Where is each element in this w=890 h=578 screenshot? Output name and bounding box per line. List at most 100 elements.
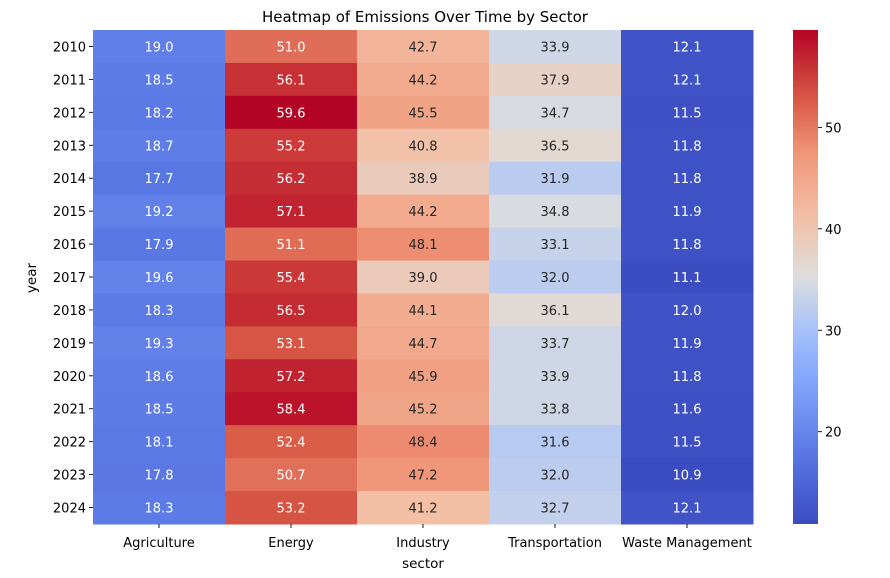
colorbar-gradient (793, 30, 818, 524)
heatmap-cell (489, 161, 622, 196)
cell-value-label: 45.2 (409, 403, 438, 418)
cell-value-label: 52.4 (277, 436, 306, 451)
heatmap-cell (357, 95, 490, 130)
heatmap-cell (489, 491, 622, 525)
heatmap-cells: 19.0 51.0 42.7 33.9 12.1 18.5 56.1 44.2 37.9 12.1… (93, 30, 754, 525)
heatmap-cell (489, 260, 622, 294)
cell-value-label: 58.4 (277, 403, 306, 418)
cell-value-label: 44.2 (409, 73, 438, 88)
cell-value-label: 18.6 (145, 370, 174, 385)
heatmap-cell (225, 425, 358, 459)
heatmap-cell (225, 359, 358, 393)
heatmap-cell (357, 458, 490, 492)
cell-value-label: 32.0 (541, 271, 570, 286)
heatmap-cell (621, 425, 754, 459)
cell-value-label: 53.2 (277, 502, 306, 517)
heatmap-cell (621, 458, 754, 492)
heatmap-cell (357, 128, 490, 163)
cell-value-label: 11.9 (673, 337, 702, 352)
cell-value-label: 18.5 (145, 73, 174, 88)
heatmap-cell (225, 194, 358, 229)
colorbar-tick-label: 40 (825, 223, 842, 238)
heatmap-cell (489, 392, 622, 426)
heatmap-cell (225, 392, 358, 426)
heatmap-cell (621, 128, 754, 163)
x-tick-label: Agriculture (123, 536, 195, 551)
heatmap-cell (357, 425, 490, 459)
heatmap-cell (93, 425, 226, 459)
cell-value-label: 48.4 (409, 436, 438, 451)
heatmap-cell (357, 227, 490, 262)
cell-value-label: 36.5 (541, 139, 570, 154)
heatmap-cell (93, 128, 226, 163)
cell-value-label: 47.2 (409, 469, 438, 484)
heatmap-cell (621, 95, 754, 130)
heatmap-cell (93, 194, 226, 229)
cell-value-label: 48.1 (409, 238, 438, 253)
heatmap-cell (489, 293, 622, 327)
y-tick-label: 2016 (53, 238, 86, 253)
cell-value-label: 18.3 (145, 502, 174, 517)
cell-value-label: 51.1 (277, 238, 306, 253)
cell-value-label: 18.3 (145, 304, 174, 319)
cell-value-label: 34.8 (541, 205, 570, 220)
y-tick-label: 2024 (53, 502, 86, 517)
heatmap-cell (93, 95, 226, 130)
cell-value-label: 31.6 (541, 436, 570, 451)
heatmap-cell (489, 95, 622, 130)
heatmap-cell (225, 30, 358, 64)
cell-value-label: 53.1 (277, 337, 306, 352)
heatmap-cell (357, 359, 490, 393)
cell-value-label: 32.7 (541, 502, 570, 517)
x-axis-label: sector (402, 556, 444, 572)
heatmap-cell (489, 62, 622, 97)
heatmap-cell (489, 425, 622, 459)
heatmap-cell (225, 227, 358, 262)
colorbar-tick-label: 20 (825, 426, 842, 441)
heatmap-cell (621, 30, 754, 64)
heatmap-cell (621, 161, 754, 196)
y-axis-ticks: 2010 2011 2012 2013 2014 2015 2016 2017 2018 2019… (53, 40, 93, 517)
heatmap-cell (93, 359, 226, 393)
heatmap-cell (93, 392, 226, 426)
y-axis-label: year (24, 262, 40, 293)
cell-value-label: 51.0 (277, 40, 306, 55)
cell-value-label: 11.1 (673, 271, 702, 286)
cell-value-label: 17.8 (145, 469, 174, 484)
cell-value-label: 40.8 (409, 139, 438, 154)
y-tick-label: 2013 (53, 139, 86, 154)
cell-value-label: 45.5 (409, 106, 438, 121)
cell-value-label: 18.5 (145, 403, 174, 418)
cell-value-label: 10.9 (673, 469, 702, 484)
cell-value-label: 32.0 (541, 469, 570, 484)
heatmap-cell (357, 491, 490, 525)
heatmap-cell (357, 161, 490, 196)
heatmap-cell (621, 359, 754, 393)
heatmap-cell (621, 326, 754, 360)
cell-value-label: 11.6 (673, 403, 702, 418)
heatmap-cell (225, 128, 358, 163)
cell-value-label: 57.2 (277, 370, 306, 385)
heatmap-cell (489, 458, 622, 492)
heatmap-cell (225, 62, 358, 97)
y-tick-label: 2019 (53, 337, 86, 352)
y-tick-label: 2023 (53, 469, 86, 484)
heatmap-cell (357, 30, 490, 64)
cell-value-label: 37.9 (541, 73, 570, 88)
heatmap-cell (357, 194, 490, 229)
heatmap-cell (621, 293, 754, 327)
heatmap-cell (489, 30, 622, 64)
heatmap-cell (621, 62, 754, 97)
heatmap-cell (225, 491, 358, 525)
heatmap-cell (357, 326, 490, 360)
heatmap-cell (489, 326, 622, 360)
cell-value-label: 12.1 (673, 73, 702, 88)
cell-value-label: 44.7 (409, 337, 438, 352)
heatmap-cell (93, 227, 226, 262)
cell-value-label: 11.8 (673, 238, 702, 253)
cell-value-label: 33.8 (541, 403, 570, 418)
y-tick-label: 2010 (53, 40, 86, 55)
cell-value-label: 56.5 (277, 304, 306, 319)
cell-value-label: 44.2 (409, 205, 438, 220)
